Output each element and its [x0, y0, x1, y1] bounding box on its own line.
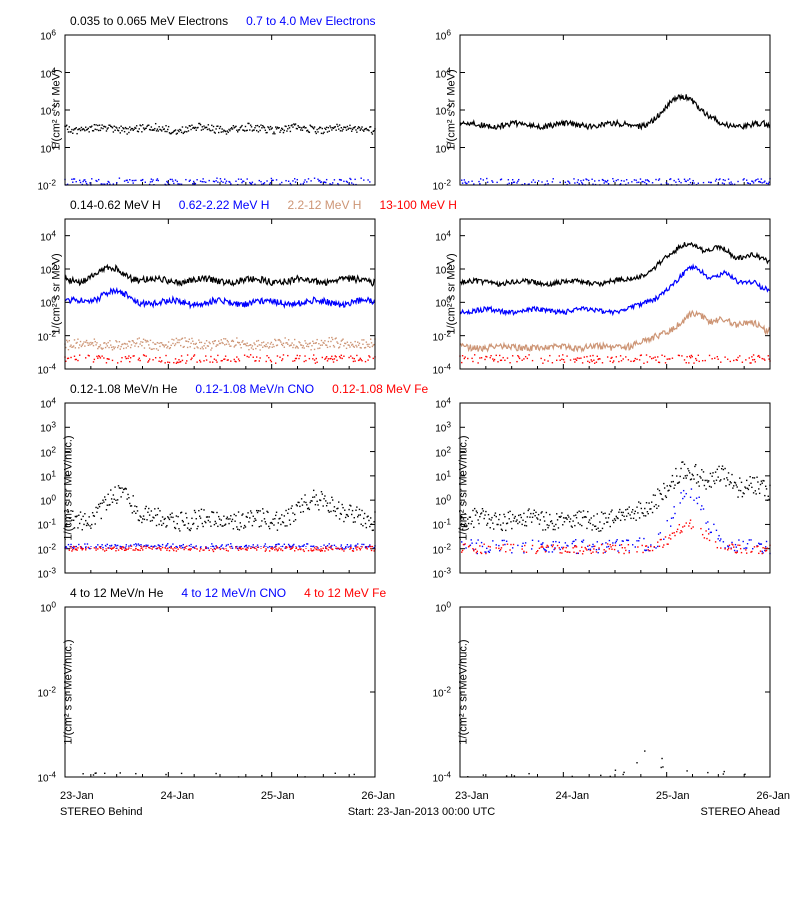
ytick-label: 102: [435, 261, 455, 276]
ytick-label: 102: [40, 261, 60, 276]
ytick-label: 10-2: [37, 328, 60, 343]
plot-panel: 1/(cm² s sr MeV/nuc.) 10-310-210-1100101…: [405, 398, 790, 578]
ytick-label: 100: [40, 140, 60, 155]
ytick-label: 10-2: [432, 328, 455, 343]
panel-row: 1/(cm² s sr MeV/nuc.) 10-310-210-1100101…: [10, 398, 790, 578]
plot-svg: [455, 30, 775, 190]
plot-panel: 1/(cm² s sr MeV) 10-410-2100102104: [10, 214, 395, 374]
ytick-label: 10-2: [432, 684, 455, 699]
legend-item: 2.2-12 MeV H: [287, 198, 361, 212]
plot-panel: 1/(cm² s sr MeV/nuc.) 10-310-210-1100101…: [10, 398, 395, 578]
legend-item: 0.12-1.08 MeV/n CNO: [195, 382, 314, 396]
plot-panel: 1/(cm² s sr MeV) 10-2100102104106: [405, 30, 790, 190]
legend-item: 0.62-2.22 MeV H: [179, 198, 270, 212]
ytick-label: 10-4: [37, 361, 60, 376]
ytick-label: 104: [40, 228, 60, 243]
legend-item: 4 to 12 MeV Fe: [304, 586, 386, 600]
ytick-label: 10-1: [37, 517, 60, 532]
legend-row: 4 to 12 MeV/n He 4 to 12 MeV/n CNO 4 to 12…: [10, 586, 790, 600]
legend-row: 0.12-1.08 MeV/n He 0.12-1.08 MeV/n CNO 0.1…: [10, 382, 790, 396]
plot-svg: [455, 398, 775, 578]
ytick-label: 100: [435, 599, 455, 614]
ytick-label: 100: [40, 492, 60, 507]
legend-item: 0.12-1.08 MeV/n He: [70, 382, 177, 396]
xtick-label: 26-Jan: [361, 790, 395, 802]
ytick-label: 10-2: [37, 177, 60, 192]
legend-item: 4 to 12 MeV/n CNO: [181, 586, 286, 600]
ytick-label: 104: [435, 228, 455, 243]
xtick-label: 24-Jan: [160, 790, 194, 802]
plot-svg: [60, 398, 380, 578]
ytick-label: 10-2: [432, 177, 455, 192]
plot-svg: [60, 30, 380, 190]
ytick-label: 102: [40, 102, 60, 117]
plot-panel: 1/(cm² s sr MeV) 10-2100102104106: [10, 30, 395, 190]
legend-item: 0.14-0.62 MeV H: [70, 198, 161, 212]
plot-svg: [60, 214, 380, 374]
xtick-label: 25-Jan: [261, 790, 295, 802]
ytick-label: 101: [40, 468, 60, 483]
bottom-labels: STEREO Behind Start: 23-Jan-2013 00:00 U…: [10, 806, 790, 818]
legend-item: 4 to 12 MeV/n He: [70, 586, 163, 600]
legend-row: 0.035 to 0.065 MeV Electrons 0.7 to 4.0 M…: [10, 14, 790, 28]
legend-item: 0.7 to 4.0 Mev Electrons: [246, 14, 375, 28]
xtick-label: 24-Jan: [555, 790, 589, 802]
xtick-label: 25-Jan: [656, 790, 690, 802]
panel-row: 1/(cm² s sr MeV/nuc.) 10-410-2100 1/(cm²…: [10, 602, 790, 782]
ytick-label: 104: [40, 65, 60, 80]
xtick-label: 23-Jan: [455, 790, 489, 802]
plot-svg: [455, 602, 775, 782]
ytick-label: 104: [40, 395, 60, 410]
figure: 0.035 to 0.065 MeV Electrons 0.7 to 4.0 M…: [10, 14, 790, 818]
ytick-label: 10-4: [432, 361, 455, 376]
x-label-right: STEREO Ahead: [701, 806, 781, 818]
ytick-label: 100: [435, 140, 455, 155]
x-label-left: STEREO Behind: [60, 806, 143, 818]
legend-item: 13-100 MeV H: [379, 198, 456, 212]
legend-item: 0.035 to 0.065 MeV Electrons: [70, 14, 228, 28]
ytick-label: 100: [40, 295, 60, 310]
ytick-label: 100: [40, 599, 60, 614]
plot-svg: [455, 214, 775, 374]
ytick-label: 101: [435, 468, 455, 483]
panel-row: 1/(cm² s sr MeV) 10-410-2100102104 1/(cm…: [10, 214, 790, 374]
x-label-center: Start: 23-Jan-2013 00:00 UTC: [143, 806, 701, 818]
ytick-label: 10-1: [432, 517, 455, 532]
ytick-label: 103: [40, 420, 60, 435]
legend-item: 0.12-1.08 MeV Fe: [332, 382, 428, 396]
xtick-label: 23-Jan: [60, 790, 94, 802]
ytick-label: 10-3: [432, 565, 455, 580]
ytick-label: 104: [435, 65, 455, 80]
ytick-label: 102: [435, 102, 455, 117]
plot-panel: 1/(cm² s sr MeV/nuc.) 10-410-2100: [405, 602, 790, 782]
plot-panel: 1/(cm² s sr MeV/nuc.) 10-410-2100: [10, 602, 395, 782]
ytick-label: 10-3: [37, 565, 60, 580]
xtick-label: 26-Jan: [756, 790, 790, 802]
plot-svg: [60, 602, 380, 782]
legend-row: 0.14-0.62 MeV H 0.62-2.22 MeV H 2.2-12 MeV…: [10, 198, 790, 212]
ytick-label: 106: [435, 27, 455, 42]
ytick-label: 102: [435, 444, 455, 459]
x-axis-row: 23-Jan 24-Jan 25-Jan 26-Jan 23-Jan 24-Jan 25-J…: [10, 790, 790, 802]
panel-row: 1/(cm² s sr MeV) 10-2100102104106 1/(cm²…: [10, 30, 790, 190]
plot-panel: 1/(cm² s sr MeV) 10-410-2100102104: [405, 214, 790, 374]
ytick-label: 10-4: [432, 769, 455, 784]
ytick-label: 10-2: [37, 684, 60, 699]
ytick-label: 10-2: [37, 541, 60, 556]
ytick-label: 104: [435, 395, 455, 410]
ytick-label: 100: [435, 492, 455, 507]
ytick-label: 10-4: [37, 769, 60, 784]
ytick-label: 106: [40, 27, 60, 42]
ytick-label: 10-2: [432, 541, 455, 556]
ytick-label: 103: [435, 420, 455, 435]
ytick-label: 102: [40, 444, 60, 459]
ytick-label: 100: [435, 295, 455, 310]
